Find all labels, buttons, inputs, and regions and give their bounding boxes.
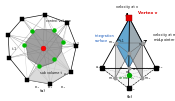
- Text: (a): (a): [40, 89, 46, 93]
- Text: $v_{t,3}$: $v_{t,3}$: [130, 87, 137, 93]
- Text: mid-point $m_{t,2}$: mid-point $m_{t,2}$: [153, 36, 175, 44]
- Text: (b): (b): [126, 95, 132, 99]
- Polygon shape: [102, 68, 156, 88]
- Polygon shape: [116, 18, 143, 68]
- Polygon shape: [26, 29, 62, 67]
- Text: $a_{t,1}$: $a_{t,1}$: [125, 70, 132, 76]
- Text: $s_{t,2}$: $s_{t,2}$: [138, 42, 146, 49]
- Text: sub volume t: sub volume t: [40, 71, 62, 75]
- Text: Vertex v: Vertex v: [138, 12, 157, 15]
- Text: velocity at v: velocity at v: [116, 5, 138, 9]
- Text: $a_{t,1}$: $a_{t,1}$: [47, 84, 53, 91]
- Text: velocity at mid point: velocity at mid point: [153, 33, 175, 37]
- Text: $v_{t,2}$: $v_{t,2}$: [157, 65, 164, 71]
- Text: integration
surface: integration surface: [94, 34, 114, 43]
- Text: $a_{t,3}$: $a_{t,3}$: [118, 65, 125, 72]
- Text: $m_{t,3}$: $m_{t,3}$: [108, 76, 116, 82]
- Text: control volume: control volume: [46, 19, 71, 23]
- Text: $m_{t,2}$: $m_{t,2}$: [144, 76, 152, 82]
- Text: $v_{t,1}$: $v_{t,1}$: [63, 72, 70, 78]
- Text: $t$+$1$: $t$+$1$: [72, 40, 80, 47]
- Text: $a_{t,1}$: $a_{t,1}$: [60, 84, 66, 91]
- Polygon shape: [27, 51, 71, 84]
- Text: $v_{t,1}$: $v_{t,1}$: [95, 65, 103, 71]
- Polygon shape: [115, 18, 130, 78]
- Text: $t$-$1$: $t$-$1$: [11, 45, 18, 52]
- Text: $s_{t,1}$: $s_{t,1}$: [117, 38, 125, 45]
- Polygon shape: [129, 18, 143, 78]
- Text: $m_{t,1}$: $m_{t,1}$: [108, 39, 116, 46]
- Text: $a_{t,1}$: $a_{t,1}$: [34, 84, 40, 91]
- Text: $a_{t,2}$: $a_{t,2}$: [132, 66, 139, 73]
- Text: center $c_t$: center $c_t$: [118, 74, 135, 82]
